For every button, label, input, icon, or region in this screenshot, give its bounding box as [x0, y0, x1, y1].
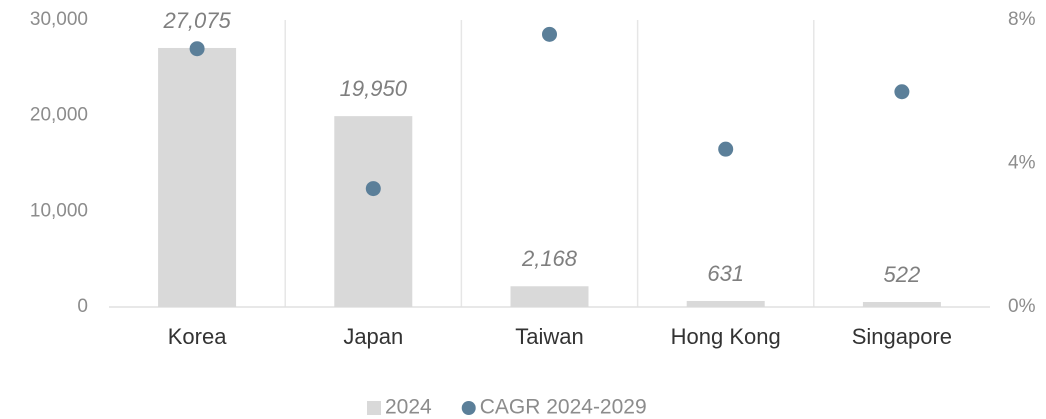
legend-swatch	[367, 401, 381, 415]
bar	[334, 116, 413, 308]
legend-label: 2024	[385, 396, 432, 419]
y2-tick-label: 8%	[1008, 9, 1036, 30]
data-label: 631	[707, 261, 744, 286]
y2-tick-label: 0%	[1008, 296, 1036, 317]
bar	[862, 302, 941, 307]
x-tick-label: Hong Kong	[671, 324, 781, 349]
x-tick-label: Singapore	[852, 324, 952, 349]
data-label: 2,168	[521, 246, 578, 271]
y-tick-label: 10,000	[30, 200, 88, 221]
legend-swatch	[461, 401, 476, 415]
dot	[189, 41, 205, 57]
dot	[894, 84, 910, 100]
data-label: 27,075	[162, 8, 231, 33]
y-tick-label: 30,000	[30, 9, 88, 30]
dot	[718, 141, 734, 157]
data-label: 19,950	[340, 76, 408, 101]
y-tick-label: 20,000	[30, 105, 88, 126]
y2-tick-label: 4%	[1008, 153, 1036, 174]
x-tick-label: Taiwan	[515, 324, 583, 349]
bar	[158, 47, 237, 308]
dot	[365, 181, 381, 197]
bar	[510, 286, 589, 307]
y-tick-label: 0	[77, 296, 88, 317]
data-label: 522	[884, 262, 921, 287]
x-tick-label: Japan	[343, 324, 403, 349]
x-tick-label: Korea	[168, 324, 227, 349]
dot	[542, 26, 557, 42]
bar	[686, 300, 765, 307]
legend-label: CAGR 2024-2029	[480, 396, 647, 419]
